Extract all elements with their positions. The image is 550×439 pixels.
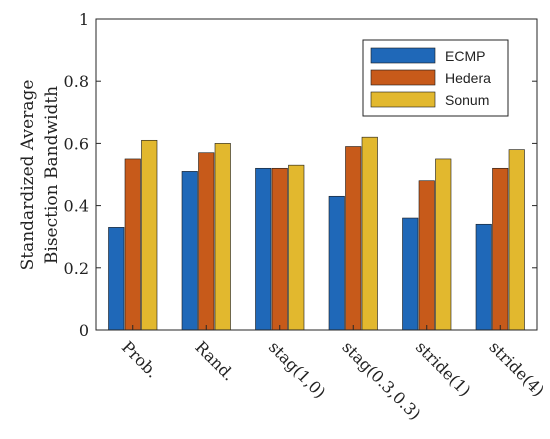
- x-tick-label: Prob.: [118, 337, 162, 381]
- y-tick-label: 0.2: [64, 259, 89, 278]
- x-tick-label: stride(1): [412, 337, 475, 400]
- legend-label-ecmp: ECMP: [445, 48, 485, 64]
- x-axis-ticks: Prob. Rand. stag(1,0) stag(0.3,0.3)stride(1…: [118, 325, 548, 424]
- bar-sonum-4: [435, 158, 452, 331]
- bar-hedera-3: [345, 146, 362, 331]
- bar-sonum-1: [214, 143, 231, 331]
- bar-hedera-5: [492, 167, 509, 331]
- x-tick-label: stag(1,0): [265, 337, 330, 402]
- bar-hedera-0: [124, 158, 141, 331]
- y-tick-label: 0.6: [64, 134, 89, 153]
- bar-ecmp-0: [108, 227, 125, 331]
- bar-hedera-2: [271, 167, 288, 331]
- bar-ecmp-4: [402, 217, 419, 331]
- bar-series: [108, 136, 525, 331]
- bar-ecmp-2: [255, 167, 272, 331]
- legend: ECMP Hedera Sonum: [362, 39, 509, 117]
- bar-sonum-0: [141, 139, 158, 331]
- bar-ecmp-5: [475, 223, 492, 331]
- x-tick-label: Rand.: [191, 337, 238, 384]
- bar-ecmp-3: [328, 195, 345, 331]
- x-tick-label: stride(4): [485, 337, 548, 400]
- bar-sonum-2: [288, 164, 305, 331]
- bar-hedera-4: [418, 180, 435, 331]
- legend-swatch-ecmp: [370, 47, 436, 64]
- y-tick-label: 0.4: [64, 197, 89, 216]
- legend-swatch-sonum: [370, 91, 436, 108]
- y-tick-label: 1: [79, 10, 89, 29]
- bar-sonum-3: [361, 136, 378, 331]
- bar-ecmp-1: [181, 171, 198, 331]
- y-axis-title-line-2: Bisection Bandwidth: [42, 86, 62, 264]
- y-axis-ticks: 0 0.2 0.4 0.6 0.8 1: [64, 10, 537, 340]
- legend-label-sonum: Sonum: [445, 92, 489, 108]
- legend-label-hedera: Hedera: [445, 70, 491, 86]
- bar-hedera-1: [198, 152, 215, 331]
- legend-swatch-hedera: [370, 69, 436, 86]
- y-tick-label: 0.8: [64, 72, 89, 91]
- y-tick-label: 0: [79, 321, 89, 340]
- y-axis-title-line-1: Standardized Average: [18, 80, 38, 271]
- bar-sonum-5: [508, 149, 525, 331]
- plot-frame: [95, 18, 538, 331]
- y-axis-title: Standardized Average Bisection Bandwidth: [18, 80, 62, 271]
